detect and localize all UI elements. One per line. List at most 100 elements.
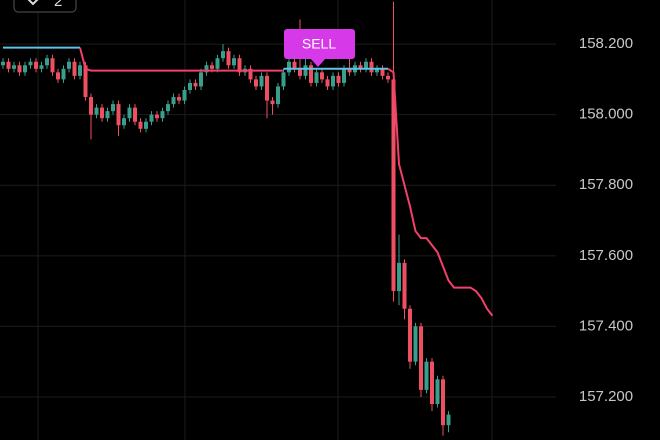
plot — [1, 1, 494, 436]
candle-body — [298, 68, 302, 76]
candle-body — [133, 107, 137, 122]
candle-body — [72, 61, 77, 76]
candle-body — [61, 68, 66, 80]
candle-body — [83, 65, 88, 98]
candle-body — [67, 61, 71, 69]
candle-body — [199, 72, 203, 87]
candle-body — [276, 86, 280, 105]
candle-body — [182, 89, 187, 101]
candle-body — [369, 61, 374, 73]
badge-box[interactable] — [13, 0, 77, 13]
y-tick-label: 157.800 — [579, 176, 633, 193]
candle-body — [331, 75, 335, 87]
candle-body — [17, 65, 22, 73]
candle-body — [419, 326, 423, 390]
candle-body — [386, 75, 390, 80]
candle-body — [314, 72, 319, 83]
sell-box — [284, 29, 355, 59]
y-tick-label: 158.000 — [579, 106, 633, 123]
candle-body — [149, 114, 154, 122]
candle-body — [56, 72, 60, 80]
candle-body — [435, 379, 440, 405]
candle-body — [265, 75, 269, 101]
candle-body — [364, 61, 368, 69]
candle-body — [155, 114, 159, 119]
chevron-icon — [27, 0, 39, 6]
candle-body — [402, 262, 407, 309]
candle-body — [105, 111, 110, 119]
candle-body — [430, 361, 434, 405]
candle-body — [270, 100, 275, 105]
candle-body — [34, 61, 38, 69]
candle-body — [287, 61, 291, 73]
candle-body — [232, 58, 236, 66]
candle-body — [122, 118, 126, 126]
candle-body — [408, 308, 412, 362]
candle-body — [177, 97, 181, 101]
candle-body — [215, 58, 220, 69]
badge[interactable]: 2 — [13, 0, 77, 13]
candle-body — [188, 82, 192, 90]
candle-body — [111, 104, 115, 112]
y-tick-label: 158.200 — [579, 35, 633, 52]
candle-body — [380, 68, 385, 76]
candle-body — [342, 68, 346, 83]
candle-body — [281, 72, 286, 87]
candle-body — [226, 51, 231, 66]
badge-count: 2 — [54, 0, 62, 10]
candle-body — [303, 65, 308, 76]
candle-body — [413, 326, 418, 362]
candle-body — [6, 61, 11, 69]
vertical-grid — [37, 0, 493, 440]
candle-body — [358, 65, 363, 69]
candle-body — [254, 79, 258, 87]
candle-body — [193, 82, 198, 87]
candle-body — [397, 262, 401, 292]
candle-body — [347, 68, 352, 73]
candle-body — [375, 68, 379, 73]
indicator-line — [3, 46, 388, 70]
candle-body — [23, 65, 27, 73]
candle-body — [325, 79, 330, 87]
candle-body — [160, 111, 165, 119]
candle-body — [248, 68, 253, 80]
candle-body — [100, 107, 104, 119]
candle-body — [94, 107, 99, 115]
candle-body — [446, 414, 451, 426]
candle-body — [309, 65, 313, 83]
candle-body — [116, 104, 121, 126]
candle-body — [237, 58, 242, 73]
candle-body — [424, 361, 429, 390]
candle-body — [1, 61, 5, 66]
candle-body — [171, 97, 176, 105]
candle-body — [28, 61, 33, 66]
indicator-line — [79, 47, 494, 317]
candle-body — [320, 72, 324, 80]
candle-body — [127, 107, 132, 119]
y-tick-label: 157.400 — [579, 317, 633, 334]
y-tick-label: 157.200 — [579, 388, 633, 405]
candle-body — [204, 65, 209, 73]
candle-body — [144, 121, 148, 129]
grid: 157.200 157.400 157.600 157.800 158.000 158.2… — [0, 35, 633, 405]
candle-body — [45, 58, 49, 66]
candle-body — [391, 79, 396, 292]
candle-body — [221, 51, 225, 59]
candle-body — [441, 379, 445, 426]
candle-body — [89, 97, 93, 115]
candle-body — [12, 65, 16, 69]
candle-body — [39, 65, 44, 69]
candle-body — [78, 65, 82, 76]
candle-body — [166, 104, 170, 112]
sell-label: SELL — [302, 36, 336, 52]
candle-body — [259, 75, 264, 87]
sell-marker: SELL — [284, 29, 355, 67]
candle-body — [336, 75, 341, 83]
candle-body — [50, 58, 55, 73]
candle-body — [138, 121, 143, 129]
candle-body — [292, 61, 297, 69]
sell-pointer — [310, 58, 326, 67]
candle-body — [210, 65, 214, 69]
y-tick-label: 157.600 — [579, 247, 633, 264]
